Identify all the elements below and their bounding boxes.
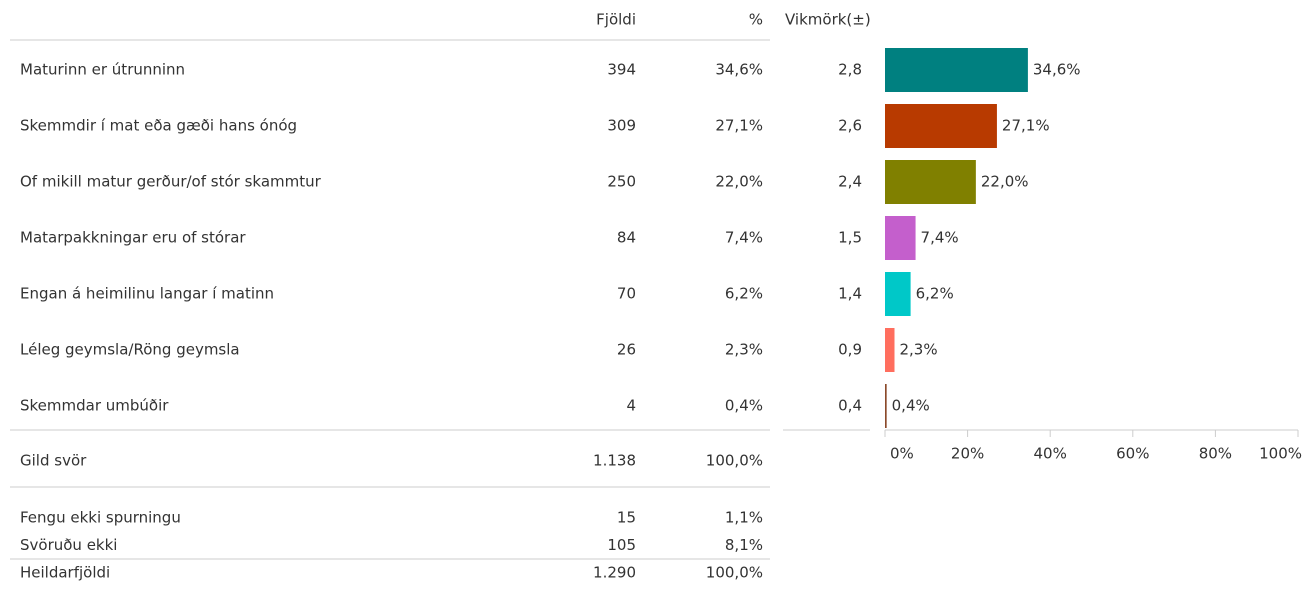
- row-label: Maturinn er útrunninn: [20, 61, 185, 79]
- x-tick-label: 40%: [1034, 445, 1067, 463]
- x-tick-label: 0%: [890, 445, 914, 463]
- column-header: %: [749, 11, 763, 29]
- x-tick-label: 80%: [1199, 445, 1232, 463]
- bar: [885, 160, 976, 204]
- table-cell: 1.290: [593, 564, 636, 582]
- table-cell: 2,8: [838, 61, 862, 79]
- bar: [885, 216, 916, 260]
- bar-value-label: 6,2%: [916, 285, 954, 303]
- bar-value-label: 7,4%: [921, 229, 959, 247]
- row-label: Skemmdar umbúðir: [20, 397, 169, 415]
- table-cell: 27,1%: [715, 117, 763, 135]
- table-cell: 34,6%: [715, 61, 763, 79]
- row-label: Léleg geymsla/Röng geymsla: [20, 341, 240, 359]
- row-label: Gild svör: [20, 452, 87, 470]
- table-cell: 0,9: [838, 341, 862, 359]
- table-cell: 2,4: [838, 173, 862, 191]
- bar: [885, 48, 1028, 92]
- table-cell: 1.138: [593, 452, 636, 470]
- row-label: Engan á heimilinu langar í matinn: [20, 285, 274, 303]
- table-cell: 105: [607, 536, 636, 554]
- row-label: Svöruðu ekki: [20, 536, 117, 554]
- bar: [885, 272, 911, 316]
- bar-value-label: 0,4%: [892, 397, 930, 415]
- table-cell: 6,2%: [725, 285, 763, 303]
- table-cell: 309: [607, 117, 636, 135]
- table-cell: 2,6: [838, 117, 862, 135]
- row-label: Skemmdir í mat eða gæði hans ónóg: [20, 117, 297, 135]
- x-tick-label: 20%: [951, 445, 984, 463]
- bar-value-label: 34,6%: [1033, 61, 1081, 79]
- bar: [885, 104, 997, 148]
- table-cell: 100,0%: [706, 564, 763, 582]
- table-cell: 2,3%: [725, 341, 763, 359]
- table-cell: 84: [617, 229, 636, 247]
- x-tick-label: 100%: [1259, 445, 1302, 463]
- table-cell: 1,1%: [725, 509, 763, 527]
- bar-value-label: 22,0%: [981, 173, 1029, 191]
- bar-value-label: 2,3%: [899, 341, 937, 359]
- table-cell: 100,0%: [706, 452, 763, 470]
- column-header: Fjöldi: [596, 11, 636, 29]
- table-cell: 1,4: [838, 285, 862, 303]
- bar: [885, 384, 887, 428]
- bar: [885, 328, 895, 372]
- row-label: Of mikill matur gerður/of stór skammtur: [20, 173, 322, 191]
- x-tick-label: 60%: [1116, 445, 1149, 463]
- table-cell: 1,5: [838, 229, 862, 247]
- table-cell: 26: [617, 341, 636, 359]
- table-cell: 4: [626, 397, 636, 415]
- table-cell: 250: [607, 173, 636, 191]
- table-cell: 0,4: [838, 397, 862, 415]
- row-label: Fengu ekki spurningu: [20, 509, 181, 527]
- table-cell: 70: [617, 285, 636, 303]
- row-label: Matarpakkningar eru of stórar: [20, 229, 246, 247]
- table-cell: 15: [617, 509, 636, 527]
- table-cell: 7,4%: [725, 229, 763, 247]
- table-cell: 0,4%: [725, 397, 763, 415]
- bar-value-label: 27,1%: [1002, 117, 1050, 135]
- table-cell: 22,0%: [715, 173, 763, 191]
- table-cell: 8,1%: [725, 536, 763, 554]
- row-label: Heildarfjöldi: [20, 564, 110, 582]
- column-header: Vikmörk(±): [785, 11, 871, 29]
- table-cell: 394: [607, 61, 636, 79]
